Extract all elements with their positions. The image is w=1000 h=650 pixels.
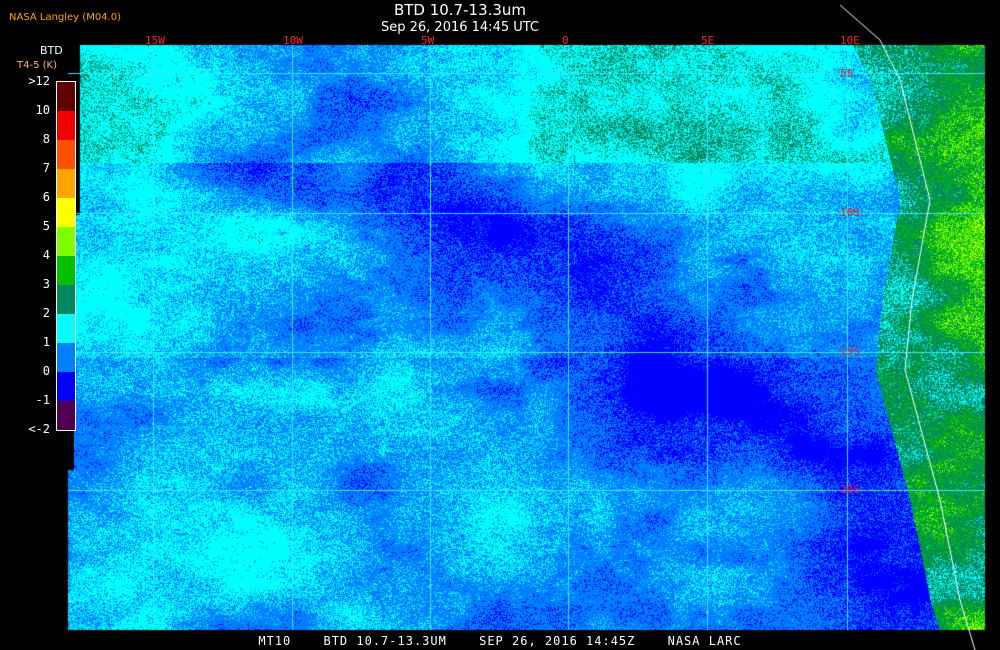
colorbar xyxy=(56,81,76,431)
colorbar-segment xyxy=(57,343,75,372)
footer-product: BTD 10.7-13.3UM xyxy=(323,634,447,648)
colorbar-label: -1 xyxy=(35,393,50,407)
colorbar-segment xyxy=(57,285,75,314)
longitude-label: 10E xyxy=(840,34,860,47)
credit-label: NASA Langley (M04.0) xyxy=(9,12,121,23)
colorbar-segment xyxy=(57,169,75,198)
colorbar-label: 2 xyxy=(42,306,50,320)
colorbar-segment xyxy=(57,256,75,285)
latitude-label: 15S xyxy=(840,345,860,358)
longitude-label: 15W xyxy=(145,34,165,47)
latitude-label: 10S xyxy=(840,206,860,219)
colorbar-segment xyxy=(57,82,75,111)
colorbar-label: 10 xyxy=(35,103,50,117)
footer-caption: MT10 BTD 10.7-13.3UM SEP 26, 2016 14:45Z… xyxy=(0,634,1000,648)
colorbar-title: BTD xyxy=(40,44,63,57)
colorbar-segment xyxy=(57,372,75,401)
colorbar-segment xyxy=(57,314,75,343)
colorbar-label: 7 xyxy=(42,161,50,175)
colorbar-label: <-2 xyxy=(28,422,50,436)
colorbar-segment xyxy=(57,401,75,430)
colorbar-label: 3 xyxy=(42,277,50,291)
footer-datetime: SEP 26, 2016 14:45Z xyxy=(479,634,636,648)
map-title: BTD 10.7-13.3um xyxy=(393,1,527,19)
longitude-label: 10W xyxy=(283,34,303,47)
colorbar-label: 6 xyxy=(42,190,50,204)
colorbar-segment xyxy=(57,140,75,169)
footer-source: NASA LARC xyxy=(667,634,742,648)
longitude-label: 5W xyxy=(421,34,435,47)
footer-channel: MT10 xyxy=(258,634,292,648)
colorbar-label: 8 xyxy=(42,132,50,146)
longitude-label: 0 xyxy=(562,34,569,47)
colorbar-label: 5 xyxy=(42,219,50,233)
colorbar-segment xyxy=(57,111,75,140)
colorbar-segment xyxy=(57,198,75,227)
map-subtitle: Sep 26, 2016 14:45 UTC xyxy=(380,20,540,35)
latitude-label: 20S xyxy=(840,483,860,496)
colorbar-label: 4 xyxy=(42,248,50,262)
latitude-label: 5S xyxy=(840,67,854,80)
colorbar-units: T4-5 (K) xyxy=(17,60,57,71)
colorbar-label: 1 xyxy=(42,335,50,349)
colorbar-label: 0 xyxy=(42,364,50,378)
colorbar-label: >12 xyxy=(28,74,50,88)
longitude-label: 5E xyxy=(701,34,715,47)
colorbar-segment xyxy=(57,227,75,256)
